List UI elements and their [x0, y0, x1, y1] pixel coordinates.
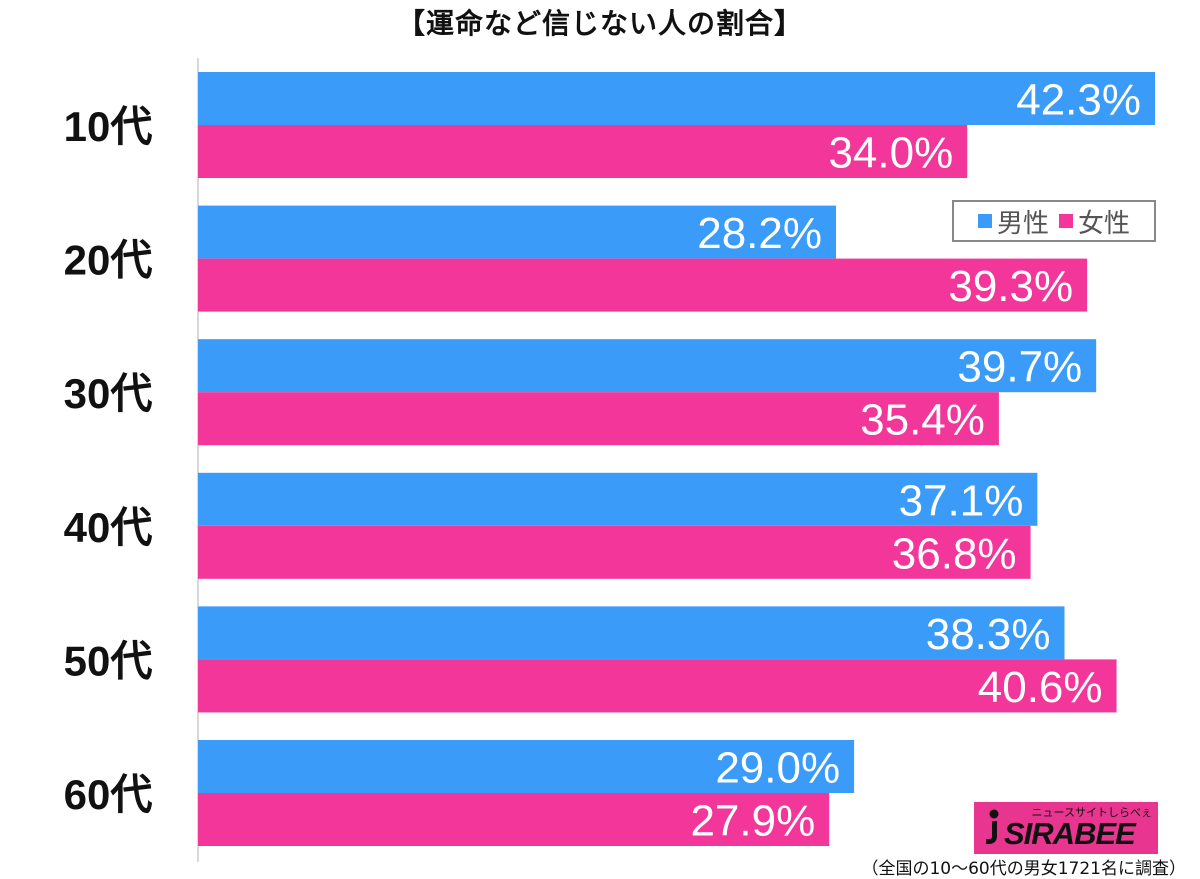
data-label: 36.8% [892, 529, 1017, 578]
category-label: 60代 [64, 771, 153, 818]
category-labels: 10代 20代 30代 40代 50代 60代 [64, 103, 153, 818]
data-label: 42.3% [1016, 76, 1141, 125]
bar-male [198, 205, 836, 259]
data-label: 28.2% [697, 209, 822, 258]
logo-wordmark: SIRABEE [1004, 816, 1136, 851]
logo-mark-icon [986, 809, 999, 844]
sirabee-logo: ニュースサイトしらべぇ SIRABEE [974, 802, 1158, 854]
data-label: 35.4% [860, 396, 985, 445]
legend-entry-female: 女性 [1059, 203, 1130, 240]
bar-male [198, 606, 1065, 660]
bar-female [198, 392, 999, 446]
legend-swatch-female [1059, 214, 1073, 228]
legend-entry-male: 男性 [977, 203, 1049, 240]
legend-label-male: 男性 [996, 208, 1049, 239]
category-label: 10代 [64, 103, 153, 150]
legend-swatch-male [977, 214, 992, 228]
chart-title: 【運命など信じない人の割合】 [396, 7, 803, 40]
bar-female [198, 525, 1031, 579]
logo-tagline: ニュースサイトしらべぇ [1031, 806, 1152, 819]
data-label: 37.1% [899, 476, 1024, 525]
bar-male [198, 72, 1155, 125]
bar-female [198, 659, 1117, 713]
category-label: 20代 [64, 237, 153, 284]
bar-female [198, 258, 1088, 312]
legend: 男性 女性 [952, 200, 1156, 242]
legend-label-female: 女性 [1078, 208, 1131, 239]
data-label: 34.0% [828, 129, 953, 178]
category-label: 40代 [64, 504, 153, 551]
data-label: 29.0% [715, 744, 840, 793]
category-label: 50代 [64, 637, 153, 684]
data-label: 38.3% [926, 610, 1051, 659]
bar-male [198, 740, 855, 793]
bar-male [198, 472, 1038, 526]
bar-female [198, 125, 968, 178]
data-label: 39.3% [948, 262, 1073, 311]
survey-footnote: （全国の10〜60代の男女1721名に調査） [861, 859, 1186, 879]
data-label: 39.7% [957, 343, 1082, 392]
data-label: 27.9% [690, 797, 815, 846]
category-label: 30代 [64, 370, 153, 417]
bars-group: 42.3% 34.0%28.2% 39.3% 39.7%35.4% 37.1%36.8%… [198, 72, 1155, 846]
bar-female [198, 793, 830, 846]
bar-male [198, 339, 1097, 393]
data-label: 40.6% [978, 663, 1103, 712]
